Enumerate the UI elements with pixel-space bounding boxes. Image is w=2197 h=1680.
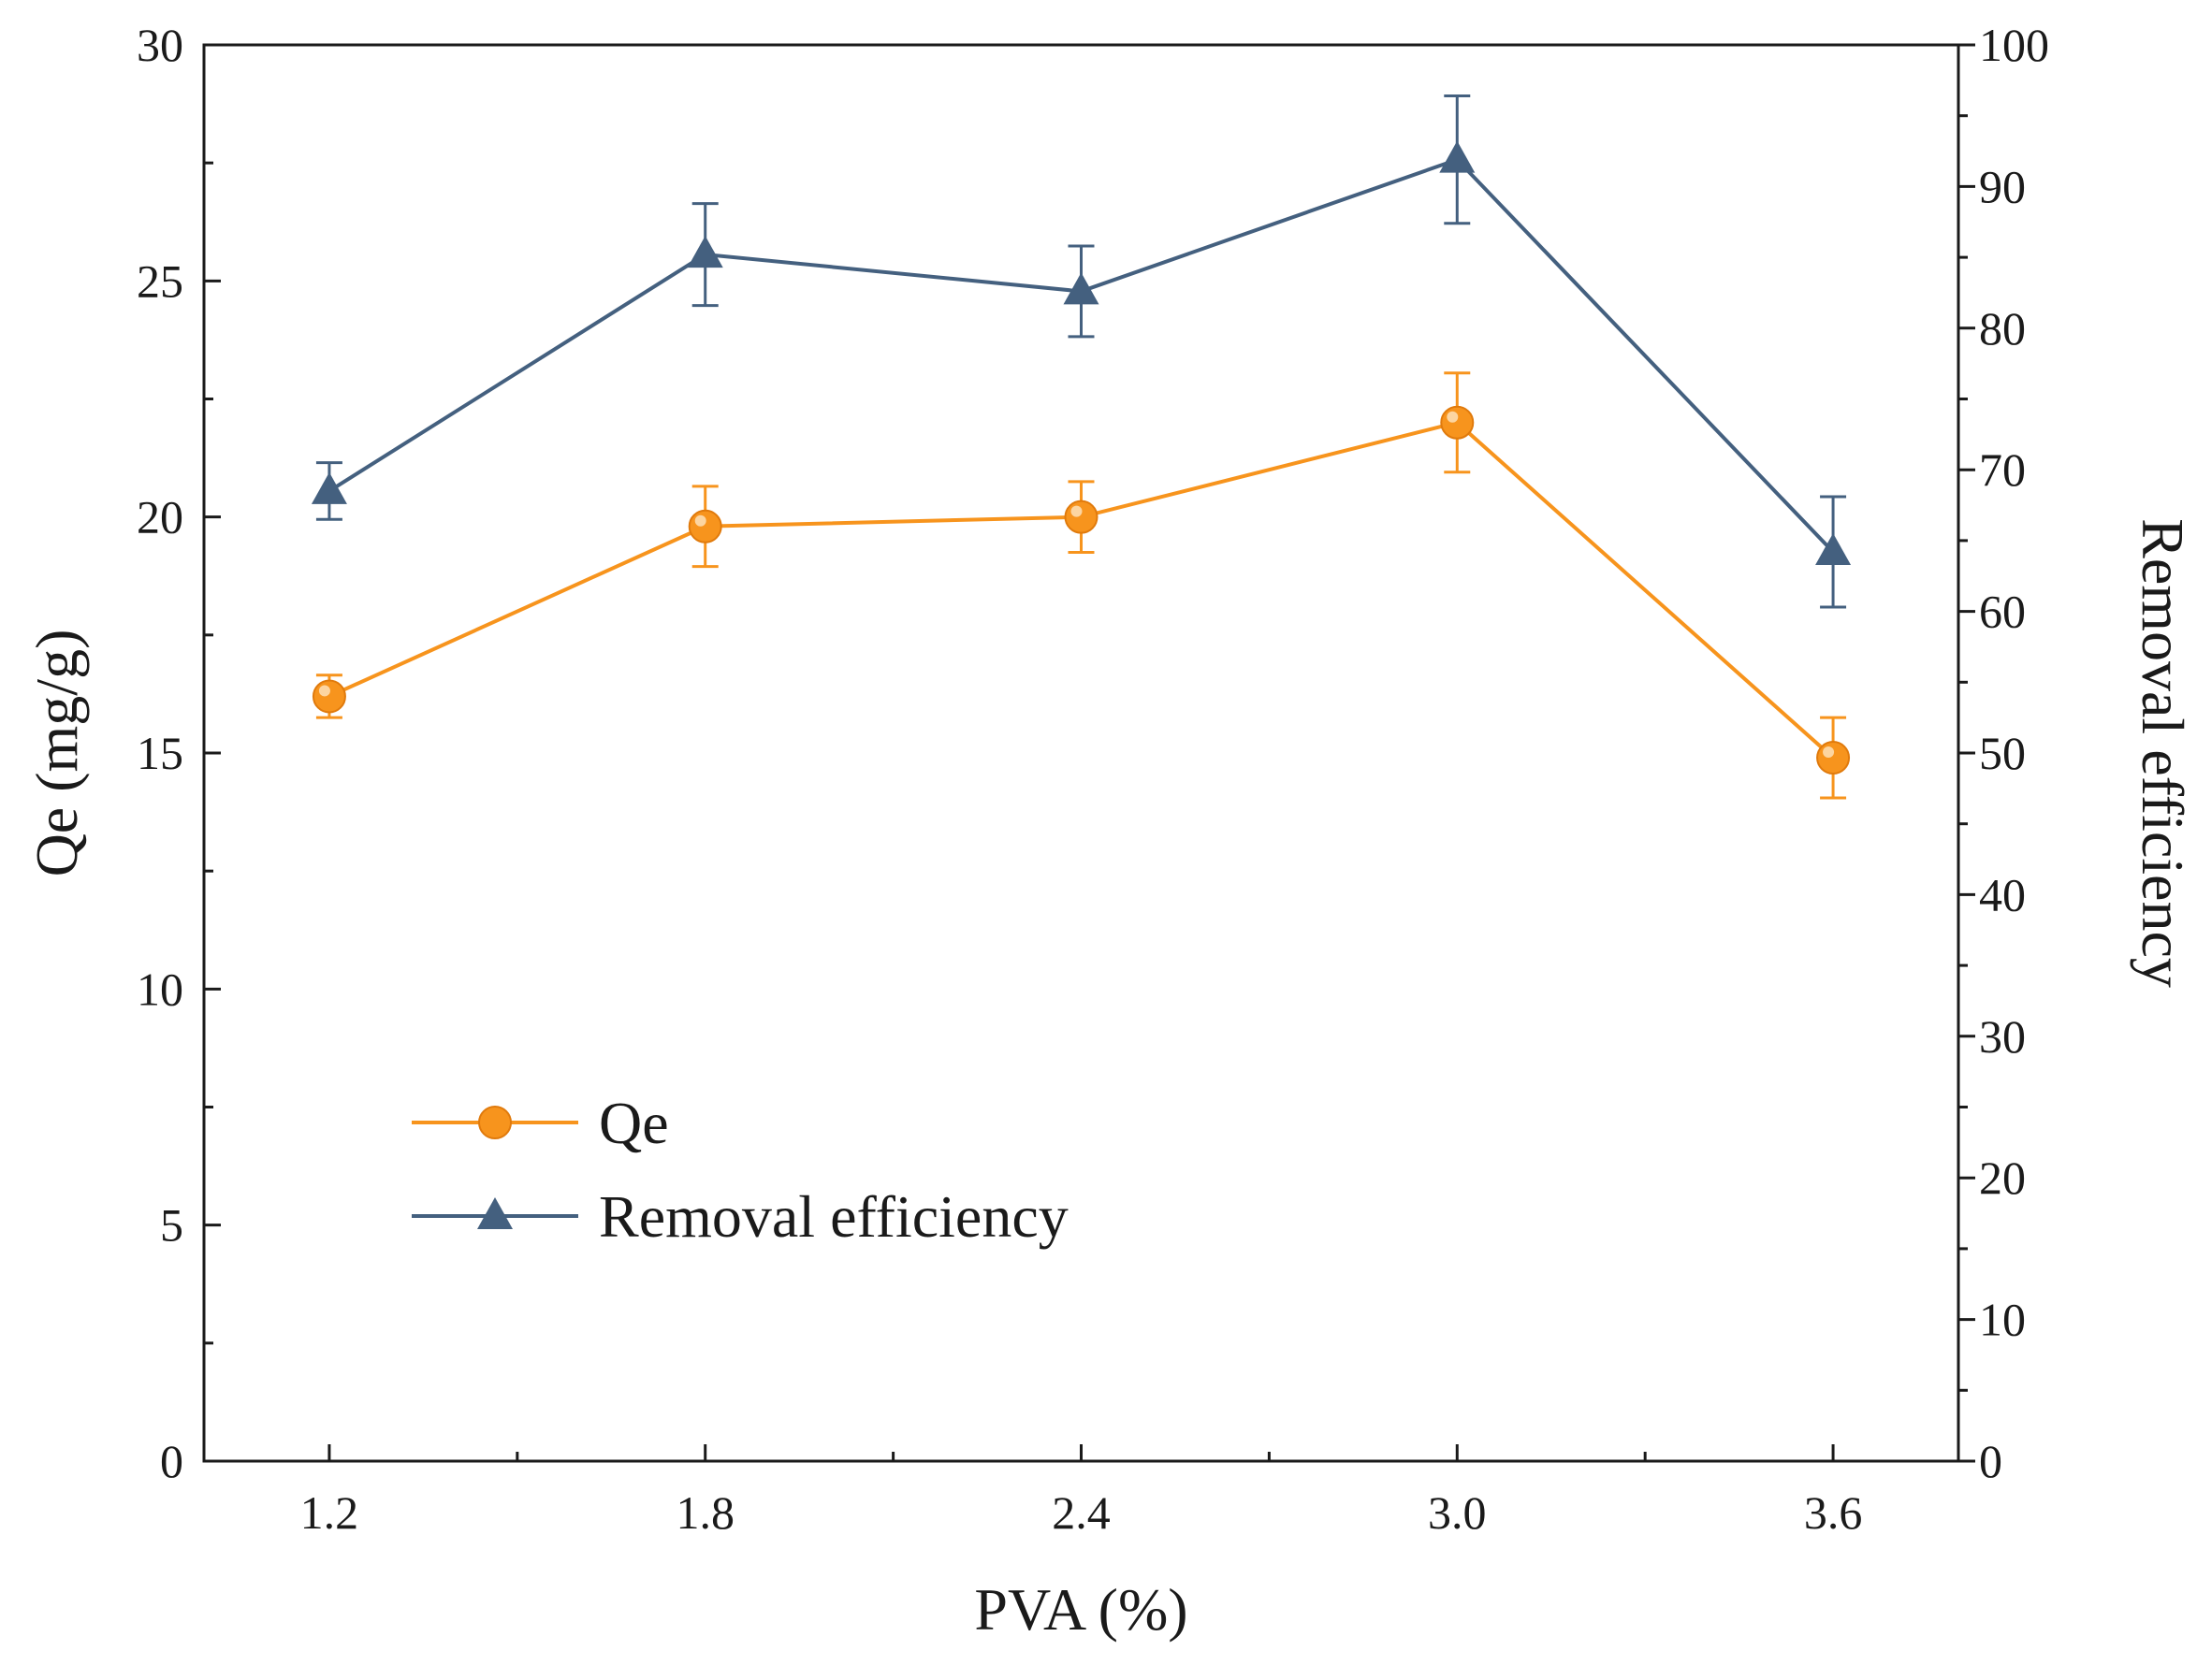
right-tick-label: 100 [1979, 19, 2049, 71]
legend-removal-efficiency-marker [477, 1197, 513, 1229]
right-tick-label: 20 [1979, 1151, 2026, 1204]
legend-item-removal-efficiency: Removal efficiency [412, 1183, 1069, 1250]
legend-qe-marker [478, 1106, 512, 1139]
data-point [1063, 272, 1099, 305]
left-y-axis-title: Qe (mg/g) [23, 630, 90, 877]
x-tick-label: 3.0 [1428, 1486, 1487, 1539]
right-y-axis-title: Removal efficiency [2130, 518, 2196, 988]
x-axis-title: PVA (%) [974, 1576, 1187, 1643]
legend-item-qe: Qe [412, 1090, 669, 1156]
right-tick-label: 0 [1979, 1435, 2002, 1487]
data-point-highlight [1070, 505, 1083, 517]
right-tick-label: 60 [1979, 586, 2026, 638]
series-line [328, 420, 1835, 760]
data-point [312, 679, 346, 714]
data-point [1815, 533, 1852, 566]
right-tick-label: 50 [1979, 727, 2026, 779]
left-tick-label: 5 [160, 1199, 183, 1252]
data-point-highlight [1823, 746, 1835, 759]
x-tick-label: 1.2 [300, 1486, 359, 1539]
left-tick-label: 10 [137, 963, 183, 1015]
right-tick-label: 70 [1979, 443, 2026, 496]
right-y-axis: 0 10 20 30 40 50 60 70 80 90 100 [1958, 19, 2049, 1487]
data-point [1816, 741, 1851, 775]
data-point [1064, 500, 1098, 534]
x-tick-label: 3.6 [1804, 1486, 1863, 1539]
legend-removal-efficiency-label: Removal efficiency [599, 1183, 1069, 1250]
right-tick-label: 90 [1979, 160, 2026, 212]
left-tick-label: 25 [137, 254, 183, 307]
x-tick-label: 2.4 [1052, 1486, 1111, 1539]
series-qe [312, 371, 1851, 800]
data-point-highlight [694, 514, 706, 527]
left-tick-label: 30 [137, 19, 183, 71]
data-point [688, 509, 722, 543]
right-tick-label: 80 [1979, 302, 2026, 355]
data-point [687, 236, 723, 268]
series-removal-efficiency [311, 94, 1852, 609]
right-tick-label: 10 [1979, 1294, 2026, 1346]
data-point [1439, 140, 1476, 173]
legend: Qe Removal efficiency [412, 1090, 1069, 1250]
left-tick-label: 15 [137, 727, 183, 779]
series-layer [311, 94, 1852, 800]
x-tick-label: 1.8 [676, 1486, 735, 1539]
left-tick-label: 20 [137, 491, 183, 543]
data-point-highlight [1447, 411, 1459, 423]
left-tick-label: 0 [160, 1435, 183, 1487]
data-point [311, 471, 347, 504]
right-tick-label: 40 [1979, 868, 2026, 920]
left-y-axis: 0 5 10 15 20 25 30 [137, 19, 221, 1487]
data-point-highlight [318, 685, 330, 697]
data-point [1440, 405, 1475, 440]
right-tick-label: 30 [1979, 1010, 2026, 1063]
x-axis: 1.2 1.8 2.4 3.0 3.6 [300, 1444, 1863, 1539]
legend-qe-label: Qe [599, 1090, 669, 1156]
